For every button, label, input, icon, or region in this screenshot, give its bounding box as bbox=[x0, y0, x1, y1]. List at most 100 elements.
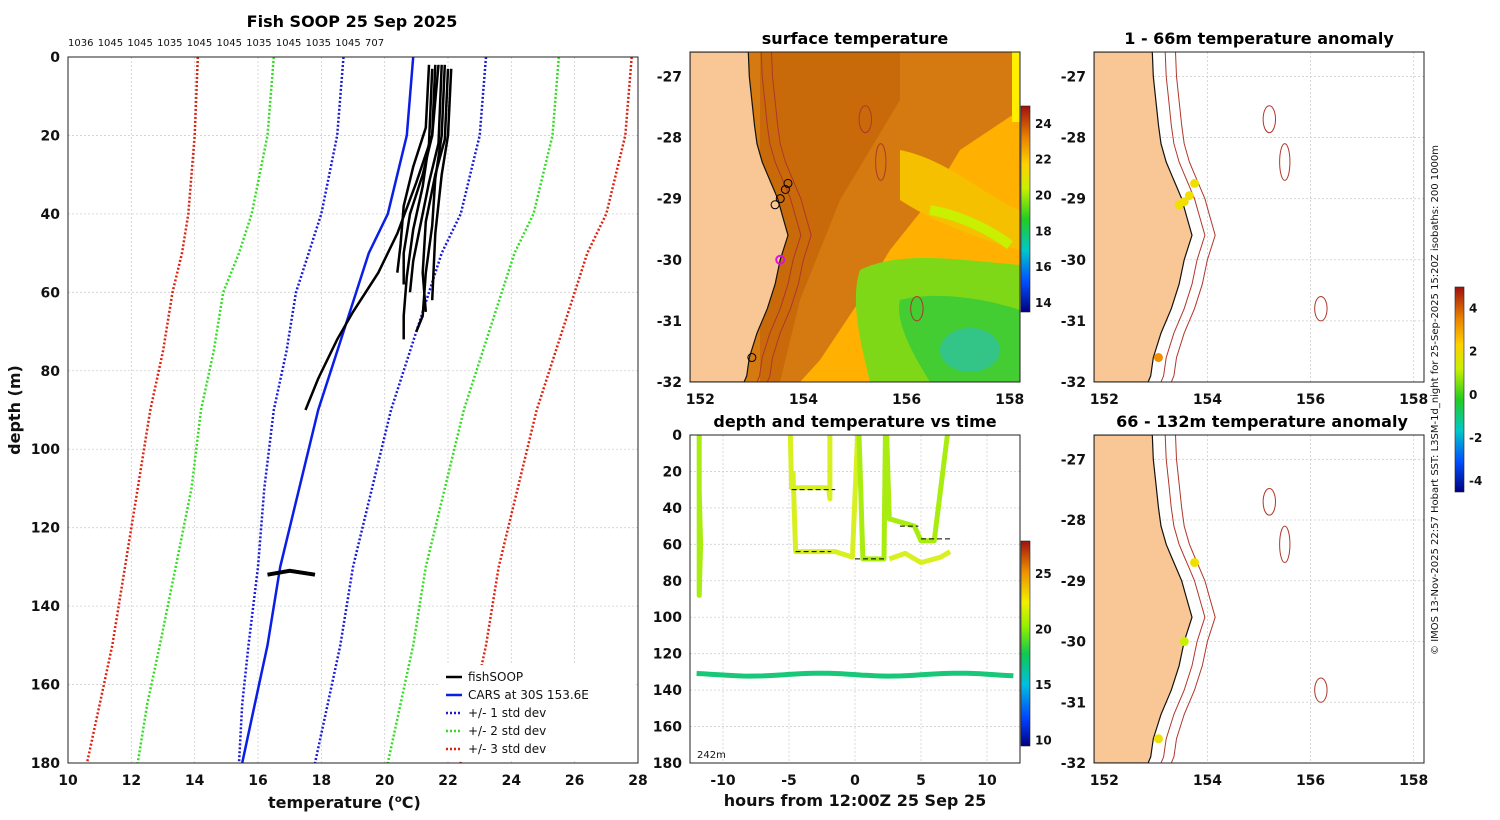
fishsoop-profile-line bbox=[402, 68, 434, 340]
profile-xlabel: temperature (oC) bbox=[268, 793, 421, 812]
y-tick-label: 120 bbox=[31, 521, 60, 537]
deep-track bbox=[696, 670, 1014, 679]
map-y-tick-label: -32 bbox=[1061, 375, 1086, 391]
sst-seamount-contour bbox=[858, 105, 872, 134]
dt-colorbar-tick: 25 bbox=[1035, 567, 1052, 581]
std-dev-left-line bbox=[136, 56, 276, 764]
anom-a-isobath-line bbox=[1170, 52, 1216, 382]
sst-station-marker bbox=[775, 194, 785, 204]
map-y-tick-label: -31 bbox=[657, 314, 682, 330]
y-tick-label: 180 bbox=[31, 756, 60, 772]
anom-b-isobath-line bbox=[1170, 435, 1216, 763]
anomaly-point bbox=[1190, 178, 1200, 188]
anomaly-1-66m-frame bbox=[1093, 51, 1425, 383]
credit-text: © IMOS 13-Nov-2025 22:57 Hobart SST: L3S… bbox=[1430, 145, 1441, 655]
count-label: 1035 bbox=[246, 38, 271, 49]
anomaly-point bbox=[1184, 191, 1194, 201]
anom-a-land bbox=[1094, 52, 1193, 382]
anom-b-seamount-contour bbox=[1314, 677, 1328, 703]
map-x-tick-label: 156 bbox=[892, 392, 921, 408]
count-label: 707 bbox=[365, 38, 384, 49]
legend-label: +/- 3 std dev bbox=[468, 742, 546, 756]
x-tick-label: 14 bbox=[185, 773, 205, 789]
x-tick-label: 20 bbox=[375, 773, 395, 789]
x-tick-label: 10 bbox=[58, 773, 78, 789]
dt-y-tick-label: 160 bbox=[653, 720, 682, 736]
depth-time-track bbox=[888, 549, 952, 566]
std-dev-left-line bbox=[85, 56, 200, 764]
map-y-tick-label: -27 bbox=[657, 69, 682, 85]
map-y-tick-label: -27 bbox=[1061, 69, 1086, 85]
anom-a-seamount-contour bbox=[1314, 295, 1328, 322]
dt-y-tick-label: 20 bbox=[663, 464, 683, 480]
map-x-tick-label: 152 bbox=[686, 392, 715, 408]
fishsoop-profile-line bbox=[408, 64, 443, 293]
sst-current-position-marker bbox=[775, 254, 786, 265]
anom-b-seamount-contour bbox=[1262, 487, 1276, 516]
count-label: 1045 bbox=[127, 38, 152, 49]
map-x-tick-label: 158 bbox=[1399, 773, 1428, 789]
anomaly-66-132m-frame bbox=[1093, 434, 1425, 764]
map-y-tick-label: -30 bbox=[657, 253, 683, 269]
anomaly-point bbox=[1174, 200, 1184, 210]
anomaly-colorbar-tick: -4 bbox=[1469, 474, 1482, 488]
map-y-tick-label: -31 bbox=[1061, 695, 1086, 711]
anomaly-colorbar-tick: 4 bbox=[1469, 302, 1477, 316]
depth-time-frame bbox=[689, 434, 1021, 764]
sst-colorbar-tick: 22 bbox=[1035, 153, 1052, 167]
std-dev-left-line bbox=[237, 56, 345, 764]
map-y-tick-label: -32 bbox=[657, 375, 682, 391]
dt-colorbar-tick: 15 bbox=[1035, 678, 1052, 692]
x-tick-label: 26 bbox=[565, 773, 584, 789]
depth-time-xlabel: hours from 12:00Z 25 Sep 25 bbox=[724, 791, 986, 810]
dt-colorbar-tick: 20 bbox=[1035, 623, 1052, 637]
sst-station-marker bbox=[770, 200, 780, 210]
fishsoop-bottom-line bbox=[267, 568, 316, 577]
x-tick-label: 22 bbox=[438, 773, 457, 789]
y-tick-label: 100 bbox=[31, 442, 60, 458]
anomaly-colorbar-tick: -2 bbox=[1469, 431, 1482, 445]
dt-colorbar-tick: 10 bbox=[1035, 733, 1052, 747]
count-label: 1045 bbox=[335, 38, 360, 49]
anomaly-1-66m-panel: 1 - 66m temperature anomaly 152 154 156 158… bbox=[1061, 29, 1429, 408]
count-label: 1036 bbox=[68, 38, 93, 49]
y-tick-label: 80 bbox=[41, 364, 61, 380]
sst-colorbar-tick: 20 bbox=[1035, 189, 1052, 203]
x-tick-label: 24 bbox=[502, 773, 522, 789]
y-tick-label: 0 bbox=[50, 50, 60, 66]
dt-y-tick-label: 100 bbox=[653, 610, 682, 626]
anomaly-point bbox=[1153, 353, 1163, 363]
map-y-tick-label: -28 bbox=[657, 131, 682, 147]
anom-b-seamount-contour bbox=[1279, 525, 1291, 564]
cars-mean-line bbox=[240, 56, 415, 764]
anom-a-seamount-contour bbox=[1279, 143, 1291, 181]
dt-y-tick-label: 60 bbox=[663, 537, 683, 553]
depth-time-track bbox=[856, 434, 888, 562]
bottom-depth-note: 242m bbox=[697, 750, 726, 761]
dt-y-tick-label: 140 bbox=[653, 683, 682, 699]
count-label: 1035 bbox=[157, 38, 182, 49]
anom-b-isobath-line bbox=[1160, 435, 1206, 763]
anomaly-colorbar-tick: 0 bbox=[1469, 388, 1477, 402]
map-y-tick-label: -29 bbox=[1061, 192, 1086, 208]
sst-colorbar-tick: 24 bbox=[1035, 117, 1052, 131]
dt-x-tick-label: -5 bbox=[781, 773, 797, 789]
anomaly-1-66m-title: 1 - 66m temperature anomaly bbox=[1124, 29, 1394, 48]
sst-colorbar-tick: 14 bbox=[1035, 296, 1052, 310]
map-y-tick-label: -29 bbox=[1061, 574, 1086, 590]
sst-axes-frame bbox=[689, 51, 1021, 383]
map-y-tick-label: -32 bbox=[1061, 756, 1086, 772]
depth-time-track bbox=[787, 434, 833, 502]
anomaly-colorbar-tick: 2 bbox=[1469, 345, 1477, 359]
map-x-tick-label: 154 bbox=[1193, 773, 1222, 789]
count-label: 1045 bbox=[187, 38, 212, 49]
map-y-tick-label: -30 bbox=[1061, 253, 1087, 269]
map-x-tick-label: 156 bbox=[1296, 392, 1325, 408]
dt-y-tick-label: 0 bbox=[672, 428, 682, 444]
x-tick-label: 16 bbox=[248, 773, 267, 789]
profile-title: Fish SOOP 25 Sep 2025 bbox=[247, 12, 458, 31]
sst-colorbar bbox=[1020, 105, 1031, 313]
profile-ylabel: depth (m) bbox=[5, 365, 24, 455]
count-label: 1045 bbox=[276, 38, 301, 49]
